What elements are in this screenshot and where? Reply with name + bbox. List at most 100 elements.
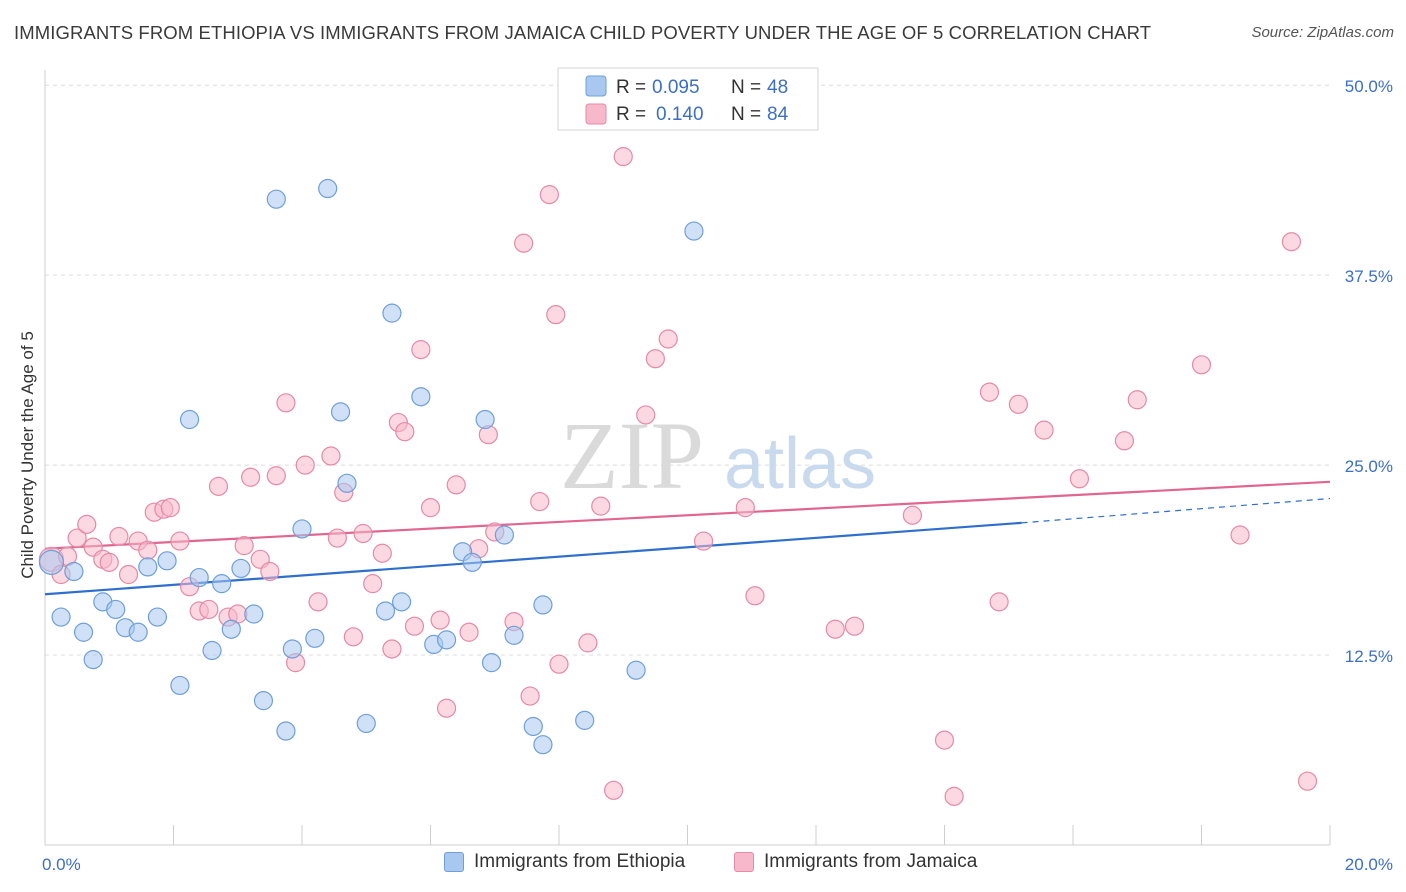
point-jamaica-65: [693, 531, 714, 551]
point-ethiopia-0: [38, 549, 65, 575]
point-ethiopia-8: [128, 622, 148, 642]
point-ethiopia-46: [626, 660, 646, 680]
point-jamaica-9: [118, 564, 139, 585]
data-points: [38, 147, 1318, 806]
point-jamaica-78: [1114, 431, 1135, 451]
point-jamaica-53: [520, 686, 540, 706]
point-jamaica-43: [420, 498, 441, 518]
point-jamaica-74: [989, 592, 1009, 612]
point-jamaica-23: [241, 467, 261, 487]
point-jamaica-36: [363, 574, 383, 594]
point-ethiopia-12: [170, 675, 190, 696]
point-jamaica-35: [353, 523, 373, 544]
point-jamaica-68: [825, 619, 845, 639]
point-ethiopia-30: [375, 601, 396, 621]
point-ethiopia-14: [189, 567, 209, 588]
point-jamaica-82: [1281, 232, 1302, 252]
point-jamaica-29: [295, 455, 315, 475]
point-jamaica-59: [591, 496, 611, 516]
point-jamaica-80: [1191, 355, 1212, 375]
point-jamaica-34: [343, 627, 363, 647]
legend-item-ethiopia: Immigrants from Ethiopia: [444, 851, 685, 873]
point-jamaica-15: [170, 531, 190, 551]
point-ethiopia-41: [504, 625, 524, 645]
point-ethiopia-33: [411, 387, 431, 407]
point-jamaica-38: [382, 639, 402, 659]
point-jamaica-14: [160, 498, 180, 518]
point-jamaica-11: [138, 540, 158, 560]
tick-labels: 12.5% 25.0% 37.5% 50.0% 0.0% 20.0%: [42, 77, 1393, 874]
source-credit: Source: ZipAtlas.com: [1251, 24, 1394, 41]
legend-item-jamaica: Immigrants from Jamaica: [734, 851, 977, 873]
point-ethiopia-21: [266, 189, 286, 209]
point-ethiopia-2: [64, 561, 84, 582]
axes: [44, 70, 1331, 846]
point-jamaica-58: [578, 633, 598, 653]
point-ethiopia-28: [337, 473, 357, 493]
point-jamaica-25: [260, 561, 280, 582]
point-ethiopia-35: [436, 630, 457, 650]
point-ethiopia-40: [494, 525, 514, 545]
legend-swatch-ethiopia-bottom: [444, 852, 464, 872]
point-jamaica-71: [934, 730, 955, 750]
point-ethiopia-37: [462, 552, 482, 572]
legend-n-label-jamaica: N =: [731, 104, 761, 125]
point-jamaica-46: [446, 475, 466, 495]
legend-r-value-jamaica: 0.140: [656, 104, 704, 125]
y-tick-label-3: 50.0%: [1345, 77, 1393, 96]
legend-n-value-jamaica: 84: [767, 104, 789, 125]
point-ethiopia-11: [157, 551, 177, 571]
point-jamaica-8: [109, 526, 129, 547]
point-jamaica-75: [1008, 394, 1028, 414]
point-ethiopia-23: [282, 639, 302, 659]
point-ethiopia-17: [221, 619, 241, 639]
point-jamaica-76: [1034, 420, 1054, 440]
point-ethiopia-31: [382, 303, 402, 323]
point-jamaica-67: [745, 586, 765, 606]
point-ethiopia-3: [73, 622, 94, 642]
point-ethiopia-27: [330, 402, 351, 422]
point-ethiopia-13: [179, 409, 200, 430]
legend-r-label-ethiopia: R =: [616, 77, 646, 98]
point-ethiopia-42: [523, 716, 543, 737]
point-jamaica-79: [1127, 390, 1147, 410]
point-jamaica-61: [613, 147, 633, 167]
point-ethiopia-19: [244, 604, 264, 624]
point-ethiopia-47: [684, 221, 704, 241]
y-axis-label: Child Poverty Under the Age of 5: [18, 331, 37, 579]
point-ethiopia-16: [212, 574, 232, 594]
point-ethiopia-26: [318, 178, 338, 199]
legend-r-label-jamaica: R =: [616, 104, 646, 125]
point-ethiopia-4: [83, 650, 103, 670]
point-jamaica-73: [979, 382, 1000, 402]
point-jamaica-18: [199, 599, 219, 620]
point-jamaica-31: [321, 446, 341, 466]
legend-n-label-ethiopia: N =: [731, 77, 761, 98]
point-jamaica-62: [636, 405, 656, 425]
point-ethiopia-43: [533, 735, 553, 755]
trend-line-jamaica: [44, 480, 1331, 550]
point-ethiopia-1: [51, 607, 71, 627]
watermark: ZIP atlas: [560, 402, 876, 509]
point-ethiopia-39: [481, 653, 502, 673]
point-ethiopia-25: [305, 628, 325, 648]
point-jamaica-22: [234, 536, 254, 556]
point-jamaica-72: [944, 786, 964, 806]
point-ethiopia-24: [292, 519, 312, 539]
legend-series: Immigrants from Ethiopia Immigrants from…: [0, 851, 1406, 879]
point-jamaica-37: [372, 543, 392, 563]
point-ethiopia-20: [253, 691, 274, 711]
point-ethiopia-10: [147, 607, 168, 627]
point-jamaica-77: [1069, 469, 1090, 489]
point-ethiopia-32: [391, 592, 412, 612]
legend-n-value-ethiopia: 48: [767, 77, 788, 98]
point-jamaica-45: [436, 698, 457, 718]
x-tick-label-1: 20.0%: [1345, 855, 1393, 874]
point-ethiopia-45: [575, 710, 595, 730]
point-jamaica-19: [208, 476, 229, 496]
point-jamaica-55: [539, 185, 559, 205]
point-ethiopia-29: [356, 713, 376, 734]
x-tick-label-0: 0.0%: [42, 855, 81, 874]
point-jamaica-7: [99, 552, 119, 572]
watermark-atlas: atlas: [724, 424, 876, 504]
